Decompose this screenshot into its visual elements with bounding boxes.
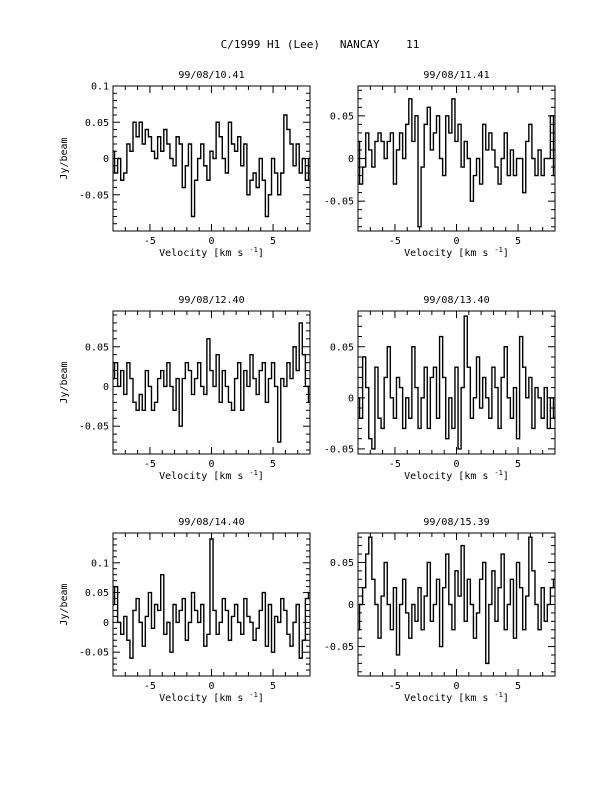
figure-title: C/1999 H1 (Lee) NANCAY 11 xyxy=(221,38,420,51)
y-tick-label: 0 xyxy=(348,600,354,611)
x-tick-label: 0 xyxy=(208,681,214,692)
panel-title: 99/08/10.41 xyxy=(178,70,244,81)
x-axis-label: Velocity [km s -1] xyxy=(159,691,264,704)
y-axis-label: Jy/beam xyxy=(59,583,70,625)
x-axis-label: Velocity [km s -1] xyxy=(159,246,264,259)
spectrum-panel: 99/08/14.40 -5 0 5 0.1 0.05 0 -0.05 Velocity [km… xyxy=(59,517,311,704)
x-tick-label: 0 xyxy=(453,459,459,470)
x-tick-label: -5 xyxy=(144,236,156,247)
spectrum-panel: 99/08/15.39 -5 0 5 0.05 0 -0.05 Velocity [km s … xyxy=(324,517,556,704)
y-tick-label: -0.05 xyxy=(79,648,109,659)
y-axis-label: Jy/beam xyxy=(59,361,70,403)
spectrum-line xyxy=(358,536,555,665)
panel-title: 99/08/13.40 xyxy=(423,295,489,306)
y-tick-label: -0.05 xyxy=(324,197,354,208)
panels: 99/08/10.41 -5 0 5 0.1 0.05 0 -0.05 Velocity [km… xyxy=(59,70,556,704)
plot-frame xyxy=(112,85,311,232)
y-tick-label: 0.05 xyxy=(85,118,109,129)
spectrum-line xyxy=(358,98,555,228)
x-axis-label: Velocity [km s -1] xyxy=(404,691,509,704)
spectrum-panel: 99/08/10.41 -5 0 5 0.1 0.05 0 -0.05 Velocity [km… xyxy=(59,70,311,259)
panel-title: 99/08/12.40 xyxy=(178,295,244,306)
y-tick-label: 0.05 xyxy=(330,111,354,122)
y-tick-label: 0.1 xyxy=(91,558,109,569)
y-tick-label: 0 xyxy=(103,382,109,393)
spectrum-panel: 99/08/11.41 -5 0 5 0.05 0 -0.05 Velocity [km s … xyxy=(324,70,556,259)
x-tick-label: -5 xyxy=(144,681,156,692)
x-tick-label: -5 xyxy=(389,236,401,247)
y-tick-label: 0 xyxy=(103,154,109,165)
y-tick-label: 0 xyxy=(348,154,354,165)
x-tick-label: -5 xyxy=(144,459,156,470)
y-tick-label: -0.05 xyxy=(79,190,109,201)
y-axis-label: Jy/beam xyxy=(59,137,70,179)
y-tick-label: -0.05 xyxy=(324,642,354,653)
x-tick-label: 5 xyxy=(515,236,521,247)
spectrum-line xyxy=(113,322,310,443)
y-tick-label: 0.05 xyxy=(330,342,354,353)
spectrum-line xyxy=(358,315,555,450)
y-tick-label: 0 xyxy=(348,393,354,404)
y-tick-label: 0.05 xyxy=(330,558,354,569)
x-tick-label: -5 xyxy=(389,459,401,470)
x-axis-label: Velocity [km s -1] xyxy=(404,469,509,482)
y-tick-label: -0.05 xyxy=(324,444,354,455)
x-axis-label: Velocity [km s -1] xyxy=(404,246,509,259)
y-tick-label: 0.1 xyxy=(91,82,109,93)
y-tick-label: 0 xyxy=(103,618,109,629)
spectrum-line xyxy=(113,114,310,218)
x-tick-label: 0 xyxy=(453,681,459,692)
spectrum-panel: 99/08/12.40 -5 0 5 0.05 0 -0.05 Velocity [km s … xyxy=(59,295,311,482)
x-tick-label: 5 xyxy=(515,681,521,692)
panel-title: 99/08/14.40 xyxy=(178,517,244,528)
x-tick-label: 0 xyxy=(208,459,214,470)
x-tick-label: -5 xyxy=(389,681,401,692)
x-tick-label: 5 xyxy=(270,459,276,470)
panel-title: 99/08/11.41 xyxy=(423,70,489,81)
x-tick-label: 5 xyxy=(270,681,276,692)
panel-title: 99/08/15.39 xyxy=(423,517,489,528)
x-tick-label: 0 xyxy=(453,236,459,247)
spectrum-line xyxy=(113,538,310,659)
x-axis-label: Velocity [km s -1] xyxy=(159,469,264,482)
x-tick-label: 5 xyxy=(515,459,521,470)
x-tick-label: 0 xyxy=(208,236,214,247)
y-tick-label: 0.05 xyxy=(85,342,109,353)
y-tick-label: 0.05 xyxy=(85,588,109,599)
spectrum-panel: 99/08/13.40 -5 0 5 0.05 0 -0.05 Velocity [km s … xyxy=(324,295,556,482)
y-tick-label: -0.05 xyxy=(79,422,109,433)
x-tick-label: 5 xyxy=(270,236,276,247)
